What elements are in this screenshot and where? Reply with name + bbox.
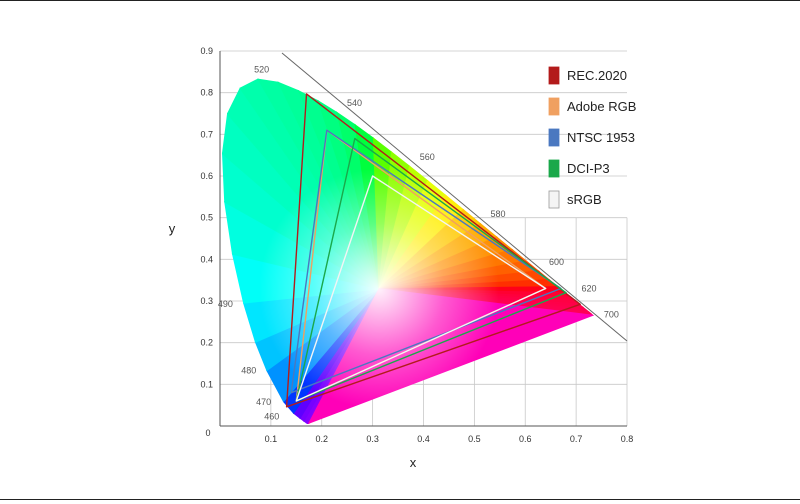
wavelength-label: 470: [256, 397, 271, 407]
axes: [219, 51, 627, 427]
y-axis-title: y: [169, 221, 176, 236]
legend-swatch: [548, 97, 560, 116]
x-tick-label: 0.6: [519, 434, 532, 444]
y-tick-label: 0.8: [200, 88, 213, 98]
x-tick-label: 0.2: [315, 434, 328, 444]
y-tick-label: 0.4: [200, 254, 213, 264]
y-tick-label: 0.2: [200, 338, 213, 348]
wavelength-label: 580: [491, 209, 506, 219]
x-axis-title: x: [410, 455, 417, 470]
wavelength-label: 540: [347, 98, 362, 108]
legend-label: DCI-P3: [567, 161, 610, 176]
x-tick-label: 0.7: [570, 434, 583, 444]
legend: REC.2020 Adobe RGB NTSC 1953 DCI-P3 sRGB: [548, 66, 636, 209]
y-tick-label: 0.3: [200, 296, 213, 306]
line-of-purples-extension: [281, 52, 628, 342]
legend-label: REC.2020: [567, 68, 627, 83]
legend-label: NTSC 1953: [567, 130, 635, 145]
legend-swatch: [548, 190, 560, 209]
y-tick-label: 0.9: [200, 46, 213, 56]
gamut-triangle-srgb: [295, 175, 547, 402]
legend-label: sRGB: [567, 192, 602, 207]
wavelength-label: 520: [254, 65, 269, 75]
white-point-glow: [259, 168, 500, 409]
x-tick-label: 0.4: [417, 434, 430, 444]
y-tick-label: 0.7: [200, 129, 213, 139]
wavelength-label: 460: [264, 412, 279, 422]
wavelength-label: 480: [241, 366, 256, 376]
wavelength-label: 490: [218, 299, 233, 309]
gamut-triangle-ntsc-1953: [290, 129, 562, 394]
wavelength-label: 700: [604, 310, 619, 320]
y-tick-label: 0.1: [200, 379, 213, 389]
x-tick-label: 0.5: [468, 434, 481, 444]
y-tick-label: 0.5: [200, 213, 213, 223]
legend-label: Adobe RGB: [567, 99, 636, 114]
wavelength-label: 560: [420, 152, 435, 162]
diagonal-reference-line: [281, 52, 628, 342]
x-tick-label: 0.3: [366, 434, 379, 444]
x-tick-label: 0.1: [265, 434, 278, 444]
wavelength-labels: 460 470 480 490 520 540 560 580 600 620 700: [218, 65, 619, 422]
wavelength-label: 600: [549, 257, 564, 267]
x-tick-label: 0.8: [621, 434, 634, 444]
tick-labels: 0 0.1 0.2 0.3 0.4 0.5 0.6 0.7 0.8 0.1 0.2 0.3 0.4 0.5…: [200, 46, 633, 444]
gamut-triangle-dci-p3: [295, 137, 567, 402]
legend-swatch: [548, 128, 560, 147]
gamut-triangle-rec-2020: [285, 93, 581, 408]
wavelength-label: 620: [582, 284, 597, 294]
tick-label-origin: 0: [205, 428, 210, 438]
legend-swatch: [548, 66, 560, 85]
legend-swatch: [548, 159, 560, 178]
gamut-triangles: [285, 93, 581, 408]
y-tick-label: 0.6: [200, 171, 213, 181]
